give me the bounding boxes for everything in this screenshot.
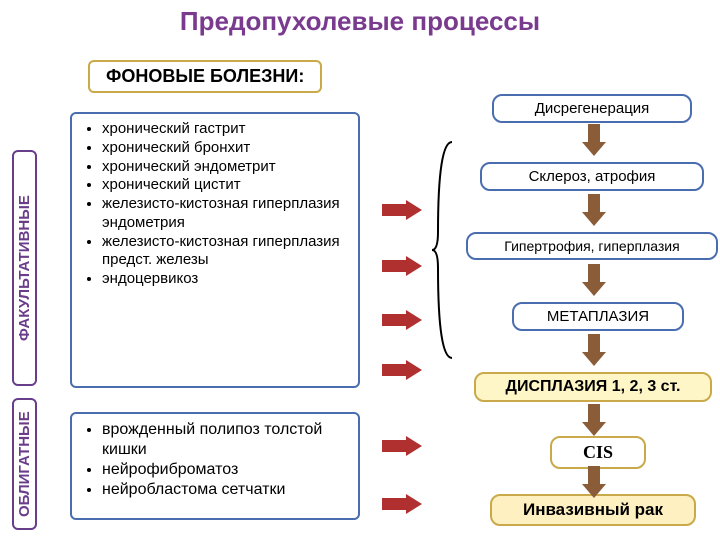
page-title: Предопухолевые процессы <box>0 0 720 39</box>
list-item: хронический цистит <box>102 176 350 195</box>
arrow-right-icon <box>382 310 422 335</box>
vlabel-facultative: ФАКУЛЬТАТИВНЫЕ <box>12 150 37 386</box>
arrow-down-icon <box>582 404 606 441</box>
list-item: железисто-кистозная гиперплазия предст. … <box>102 233 350 271</box>
arrow-right-icon <box>382 200 422 225</box>
arrow-right-icon <box>382 360 422 385</box>
list-item: железисто-кистозная гиперплазия эндометр… <box>102 195 350 233</box>
stage-box-1: Склероз, атрофия <box>480 162 704 191</box>
list-obligate: врожденный полипоз толстой кишкинейрофиб… <box>70 412 360 520</box>
subtitle-box: ФОНОВЫЕ БОЛЕЗНИ: <box>88 60 322 93</box>
list-item: эндоцервикоз <box>102 270 350 289</box>
vlabel-obligate: ОБЛИГАТНЫЕ <box>12 398 37 530</box>
list-item: хронический гастрит <box>102 120 350 139</box>
arrow-right-icon <box>382 494 422 519</box>
stage-box-3: МЕТАПЛАЗИЯ <box>512 302 684 331</box>
list-item: хронический эндометрит <box>102 158 350 177</box>
list-item: хронический бронхит <box>102 139 350 158</box>
stage-box-0: Дисрегенерация <box>492 94 692 123</box>
arrow-right-icon <box>382 436 422 461</box>
arrow-down-icon <box>582 264 606 301</box>
stage-box-4: ДИСПЛАЗИЯ 1, 2, 3 ст. <box>474 372 712 402</box>
list-item: нейробластома сетчатки <box>102 480 350 500</box>
arrow-down-icon <box>582 124 606 161</box>
arrow-down-icon <box>582 334 606 371</box>
arrow-down-icon <box>582 194 606 231</box>
stage-box-2: Гипертрофия, гиперплазия <box>466 232 718 260</box>
list-item: нейрофиброматоз <box>102 460 350 480</box>
brace-icon <box>430 140 460 360</box>
list-item: врожденный полипоз толстой кишки <box>102 420 350 460</box>
arrow-down-icon <box>582 466 606 503</box>
arrow-right-icon <box>382 256 422 281</box>
list-facultative: хронический гастритхронический бронхитхр… <box>70 112 360 388</box>
